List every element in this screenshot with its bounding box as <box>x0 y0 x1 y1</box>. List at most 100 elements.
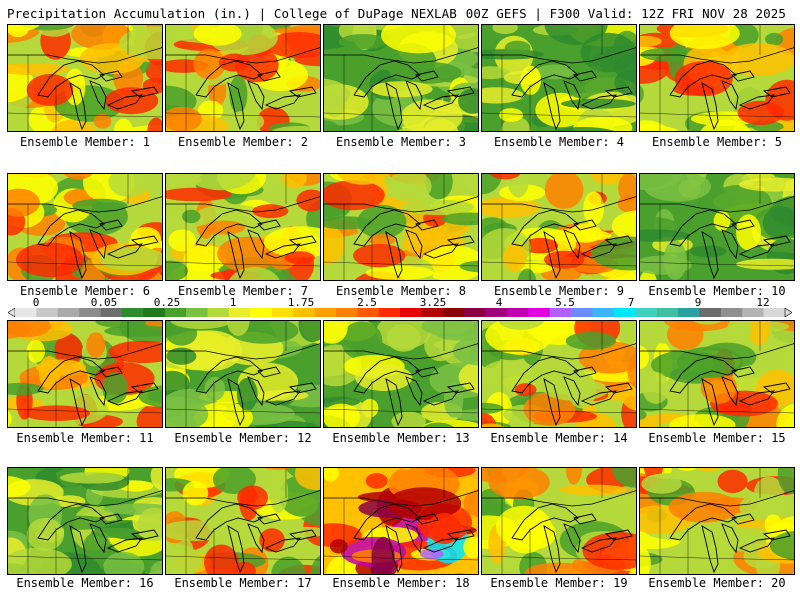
map-panel-member-7 <box>165 173 321 281</box>
colorbar-tick-label: 0.25 <box>153 296 181 309</box>
colorbar-bin <box>742 308 764 317</box>
precip-map-5 <box>640 25 794 131</box>
colorbar-bin <box>400 308 422 317</box>
colorbar-tick-label: 3.25 <box>419 296 447 309</box>
precip-map-2 <box>166 25 320 131</box>
colorbar-bin <box>186 308 208 317</box>
colorbar-bin <box>421 308 444 317</box>
panel-label-member-18: Ensemble Member: 18 <box>332 576 470 590</box>
map-panel-member-11 <box>7 320 163 428</box>
panel-label-member-16: Ensemble Member: 16 <box>16 576 154 590</box>
panel-label-member-5: Ensemble Member: 5 <box>651 135 783 149</box>
colorbar-tick-label: 9 <box>694 296 702 309</box>
colorbar-tick-label: 12 <box>756 296 770 309</box>
page-title: Precipitation Accumulation (in.) | Colle… <box>7 6 457 21</box>
colorbar-min-arrow <box>8 308 16 317</box>
map-panel-member-2 <box>165 24 321 132</box>
map-panel-member-8 <box>323 173 479 281</box>
panel-label-member-11: Ensemble Member: 11 <box>16 431 154 445</box>
precip-map-7 <box>166 174 320 280</box>
colorbar-bin <box>314 308 337 317</box>
precip-map-14 <box>482 321 636 427</box>
colorbar-bin <box>549 308 572 317</box>
map-panel-member-14 <box>481 320 637 428</box>
panel-label-member-15: Ensemble Member: 15 <box>648 431 786 445</box>
precip-map-6 <box>8 174 162 280</box>
map-panel-member-4 <box>481 24 637 132</box>
colorbar-bin <box>528 308 551 317</box>
colorbar-bin <box>613 308 636 317</box>
colorbar-bin <box>207 308 230 317</box>
colorbar-tick-label: 4 <box>495 296 503 309</box>
colorbar-bin <box>121 308 144 317</box>
map-panel-member-1 <box>7 24 163 132</box>
map-panel-member-6 <box>7 173 163 281</box>
colorbar-bin <box>635 308 657 317</box>
colorbar-tick-label: 1.75 <box>287 296 315 309</box>
panel-label-member-12: Ensemble Member: 12 <box>174 431 312 445</box>
colorbar-tick-label: 7 <box>627 296 635 309</box>
colorbar-bin <box>592 308 615 317</box>
precip-map-13 <box>324 321 478 427</box>
panel-label-member-4: Ensemble Member: 4 <box>493 135 625 149</box>
precip-map-12 <box>166 321 320 427</box>
colorbar-bin <box>656 308 679 317</box>
map-panel-member-10 <box>639 173 795 281</box>
map-panel-member-18 <box>323 467 479 575</box>
colorbar-max-arrow <box>784 308 792 317</box>
map-panel-member-9 <box>481 173 637 281</box>
panel-label-member-19: Ensemble Member: 19 <box>490 576 628 590</box>
colorbar-bin <box>442 308 465 317</box>
map-panel-member-13 <box>323 320 479 428</box>
map-panel-member-12 <box>165 320 321 428</box>
precip-map-17 <box>166 468 320 574</box>
colorbar-bin <box>250 308 272 317</box>
precip-map-19 <box>482 468 636 574</box>
colorbar-bin <box>36 308 59 317</box>
panel-label-member-13: Ensemble Member: 13 <box>332 431 470 445</box>
precip-map-16 <box>8 468 162 574</box>
map-panel-member-3 <box>323 24 479 132</box>
colorbar-bin <box>485 308 508 317</box>
colorbar-tick-label: 2.5 <box>357 296 377 309</box>
colorbar-tick-label: 1 <box>229 296 237 309</box>
colorbar-bin <box>378 308 401 317</box>
precip-map-15 <box>640 321 794 427</box>
map-panel-member-15 <box>639 320 795 428</box>
panel-label-member-7: Ensemble Member: 7 <box>177 284 309 298</box>
colorbar-bin <box>293 308 315 317</box>
panel-label-member-17: Ensemble Member: 17 <box>174 576 312 590</box>
panel-label-member-10: Ensemble Member: 10 <box>648 284 786 298</box>
run-info: 00Z GEFS | F300 Valid: 12Z FRI NOV 28 20… <box>465 6 786 21</box>
precip-map-4 <box>482 25 636 131</box>
colorbar-bin <box>678 308 700 317</box>
colorbar-bin <box>164 308 187 317</box>
colorbar-bin <box>464 308 486 317</box>
colorbar-bin <box>57 308 80 317</box>
colorbar-bin <box>335 308 358 317</box>
panel-label-member-8: Ensemble Member: 8 <box>335 284 467 298</box>
panel-label-member-1: Ensemble Member: 1 <box>19 135 151 149</box>
colorbar-tick-label: 0 <box>32 296 40 309</box>
panel-label-member-3: Ensemble Member: 3 <box>335 135 467 149</box>
colorbar-bin <box>357 308 379 317</box>
colorbar-bin <box>228 308 251 317</box>
map-panel-member-17 <box>165 467 321 575</box>
precip-map-18 <box>324 468 478 574</box>
colorbar-bin <box>571 308 593 317</box>
colorbar-bin <box>506 308 529 317</box>
colorbar-tick-label: 5.5 <box>555 296 575 309</box>
precip-map-10 <box>640 174 794 280</box>
panel-label-member-2: Ensemble Member: 2 <box>177 135 309 149</box>
precip-map-3 <box>324 25 478 131</box>
precip-map-20 <box>640 468 794 574</box>
map-panel-member-16 <box>7 467 163 575</box>
colorbar-bin <box>720 308 743 317</box>
map-panel-member-19 <box>481 467 637 575</box>
panel-label-member-20: Ensemble Member: 20 <box>648 576 786 590</box>
colorbar-bin <box>79 308 101 317</box>
precip-map-1 <box>8 25 162 131</box>
map-panel-member-5 <box>639 24 795 132</box>
panel-label-member-9: Ensemble Member: 9 <box>493 284 625 298</box>
colorbar <box>8 308 792 317</box>
